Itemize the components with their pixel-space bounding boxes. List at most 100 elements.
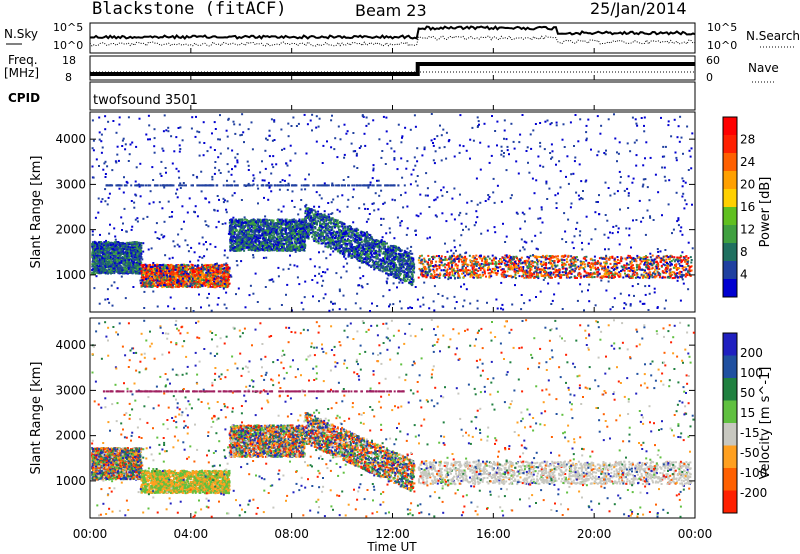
echo-pixel xyxy=(254,239,257,242)
echo-pixel xyxy=(296,220,299,223)
echo-pixel xyxy=(168,272,171,275)
echo-pixel xyxy=(127,266,129,269)
echo-pixel xyxy=(268,248,271,251)
echo-pixel xyxy=(272,243,275,246)
echo-pixel xyxy=(259,225,262,228)
echo-pixel xyxy=(171,270,173,273)
echo-pixel xyxy=(301,227,304,230)
echo-pixel xyxy=(177,285,180,288)
echo-pixel xyxy=(125,250,128,253)
echo-pixel xyxy=(185,268,188,271)
echo-pixel xyxy=(165,267,168,270)
nsearch-label: N.Search xyxy=(746,29,800,43)
echo-pixel xyxy=(251,218,254,221)
echo-pixel xyxy=(106,253,109,256)
echo-pixel xyxy=(282,228,285,231)
power-echo-field xyxy=(91,113,694,312)
echo-pixel xyxy=(166,275,169,278)
echo-pixel xyxy=(136,242,138,245)
echo-pixel xyxy=(301,218,304,221)
echo-pixel xyxy=(243,218,246,221)
echo-pixel xyxy=(172,264,174,267)
echo-pixel xyxy=(231,227,234,230)
echo-pixel xyxy=(119,242,122,245)
echo-pixel xyxy=(224,279,227,282)
echo-pixel xyxy=(278,247,281,250)
nave-label: Nave xyxy=(748,61,779,75)
echo-pixel xyxy=(175,285,177,288)
echo-pixel xyxy=(251,238,254,241)
echo-pixel xyxy=(250,228,253,231)
echo-pixel xyxy=(284,223,287,226)
echo-pixel xyxy=(274,236,276,239)
echo-pixel xyxy=(137,242,140,245)
echo-pixel xyxy=(207,279,210,282)
echo-pixel xyxy=(317,217,320,220)
echo-pixel xyxy=(130,265,133,268)
echo-pixel xyxy=(218,281,221,284)
echo-pixel xyxy=(279,226,282,229)
echo-pixel xyxy=(264,229,267,232)
echo-pixel xyxy=(288,246,291,249)
echo-pixel xyxy=(235,218,237,221)
echo-pixel xyxy=(226,286,229,289)
echo-pixel xyxy=(382,250,385,253)
echo-pixel xyxy=(127,271,130,273)
echo-pixel xyxy=(251,235,254,238)
echo-pixel xyxy=(259,244,262,247)
echo-pixel xyxy=(171,280,174,283)
echo-pixel xyxy=(300,221,303,224)
echo-pixel xyxy=(91,263,94,266)
echo-pixel xyxy=(144,272,147,275)
echo-pixel xyxy=(207,270,210,273)
echo-pixel xyxy=(226,266,229,269)
echo-pixel xyxy=(191,271,194,274)
echo-pixel xyxy=(132,262,135,265)
echo-pixel xyxy=(204,281,207,284)
echo-pixel xyxy=(178,283,181,286)
echo-pixel xyxy=(132,248,135,251)
echo-pixel xyxy=(132,261,135,264)
echo-pixel xyxy=(159,284,162,287)
echo-pixel xyxy=(134,272,137,275)
echo-pixel xyxy=(137,260,140,263)
echo-pixel xyxy=(97,262,100,265)
echo-pixel xyxy=(301,245,304,248)
echo-pixel xyxy=(260,242,263,245)
echo-pixel xyxy=(177,284,180,287)
echo-pixel xyxy=(253,219,256,222)
echo-pixel xyxy=(184,277,187,280)
echo-pixel xyxy=(189,265,192,268)
echo-pixel xyxy=(201,267,204,270)
echo-pixel xyxy=(115,241,118,244)
echo-pixel xyxy=(172,273,175,276)
echo-pixel xyxy=(136,249,139,252)
echo-pixel xyxy=(208,264,211,267)
echo-pixel xyxy=(130,248,133,250)
echo-pixel xyxy=(112,264,115,267)
echo-pixel xyxy=(103,252,106,255)
echo-pixel xyxy=(233,246,236,249)
echo-pixel xyxy=(184,270,187,273)
echo-pixel xyxy=(237,249,240,252)
echo-pixel xyxy=(169,267,172,270)
echo-pixel xyxy=(248,243,250,246)
echo-pixel xyxy=(113,253,115,256)
echo-pixel xyxy=(299,236,302,239)
echo-pixel xyxy=(155,272,158,275)
echo-pixel xyxy=(196,282,199,285)
echo-pixel xyxy=(175,281,178,284)
echo-pixel xyxy=(213,277,216,280)
echo-pixel xyxy=(279,229,282,232)
echo-pixel xyxy=(200,265,203,268)
echo-pixel xyxy=(181,274,184,277)
echo-pixel xyxy=(270,219,273,222)
echo-pixel xyxy=(112,270,115,273)
echo-pixel xyxy=(234,241,237,243)
echo-pixel xyxy=(128,252,131,255)
echo-pixel xyxy=(150,277,153,280)
echo-pixel xyxy=(191,284,194,287)
echo-pixel xyxy=(285,225,288,228)
echo-pixel xyxy=(193,270,196,273)
echo-pixel xyxy=(230,223,233,226)
